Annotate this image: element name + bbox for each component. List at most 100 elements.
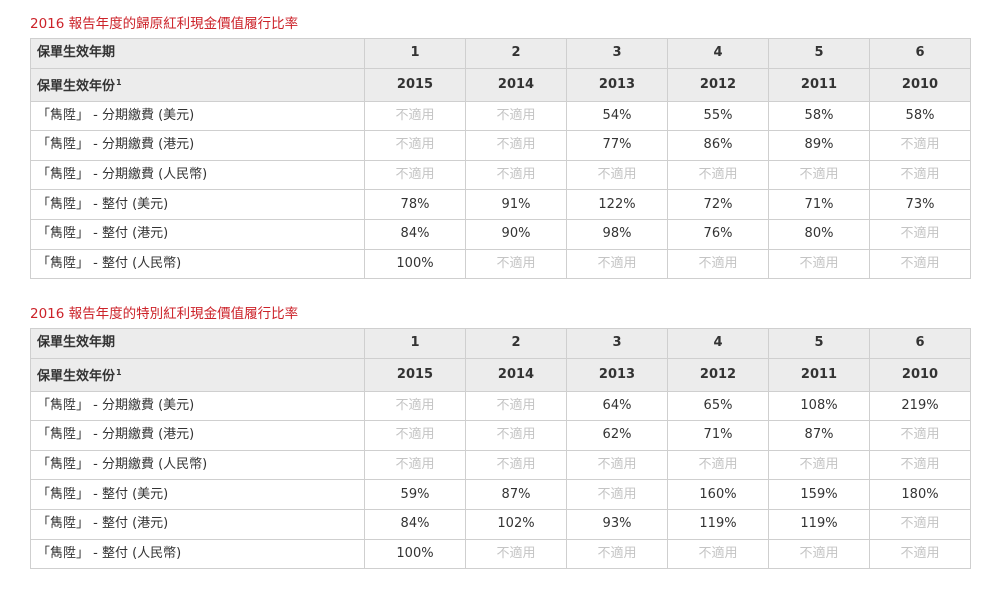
ratio-cell: 91% (465, 189, 567, 220)
row-label: 「雋陞」 - 分期繳費 (美元) (30, 100, 365, 132)
table-row: 「雋陞」 - 分期繳費 (美元) 不適用 不適用 64% 65% 108% 219% (30, 390, 971, 422)
not-applicable-cell: 不適用 (869, 248, 971, 280)
ratio-cell: 90% (465, 218, 567, 250)
fulfillment-ratio-table: 保單生效年期 1 2 3 4 5 6 保單生效年份1 2015 2014 2013 2012 2011 2… (30, 38, 971, 280)
ratio-cell: 102% (465, 508, 567, 540)
header-label-text: 保單生效年份 (37, 368, 116, 384)
not-applicable-cell: 不適用 (364, 390, 466, 422)
ratio-cell: 100% (364, 248, 466, 280)
ratio-cell: 62% (566, 420, 668, 451)
ratio-cell: 180% (869, 479, 971, 510)
header-cell: 2014 (465, 357, 567, 392)
ratio-cell: 159% (768, 479, 870, 510)
table-row: 「雋陞」 - 整付 (港元) 84% 102% 93% 119% 119% 不適用 (30, 508, 971, 540)
header-cell: 2014 (465, 67, 567, 102)
not-applicable-cell: 不適用 (566, 159, 668, 191)
header-cell: 2 (465, 38, 567, 69)
ratio-cell: 98% (566, 218, 668, 250)
header-cell: 2 (465, 328, 567, 359)
ratio-cell: 55% (667, 100, 769, 132)
ratio-cell: 122% (566, 189, 668, 220)
not-applicable-cell: 不適用 (566, 479, 668, 510)
ratio-cell: 59% (364, 479, 466, 510)
not-applicable-cell: 不適用 (869, 449, 971, 481)
row-label: 「雋陞」 - 整付 (美元) (30, 189, 365, 220)
not-applicable-cell: 不適用 (465, 130, 567, 161)
not-applicable-cell: 不適用 (364, 449, 466, 481)
row-label: 「雋陞」 - 整付 (港元) (30, 218, 365, 250)
bonus-section-reversionary: 2016 報告年度的歸原紅利現金價值履行比率 保單生效年期 1 2 3 4 5 6 保單生效年… (30, 14, 971, 280)
header-cell: 5 (768, 38, 870, 69)
ratio-cell: 84% (364, 508, 466, 540)
not-applicable-cell: 不適用 (364, 420, 466, 451)
header-cell: 5 (768, 328, 870, 359)
ratio-cell: 65% (667, 390, 769, 422)
ratio-cell: 87% (768, 420, 870, 451)
not-applicable-cell: 不適用 (465, 159, 567, 191)
header-cell: 2013 (566, 357, 668, 392)
ratio-cell: 160% (667, 479, 769, 510)
not-applicable-cell: 不適用 (566, 538, 668, 570)
not-applicable-cell: 不適用 (465, 390, 567, 422)
header-row-policy-year: 保單生效年期 1 2 3 4 5 6 (30, 38, 971, 69)
header-row-issue-year: 保單生效年份1 2015 2014 2013 2012 2011 2010 (30, 357, 971, 392)
not-applicable-cell: 不適用 (566, 449, 668, 481)
ratio-cell: 86% (667, 130, 769, 161)
ratio-cell: 76% (667, 218, 769, 250)
not-applicable-cell: 不適用 (667, 538, 769, 570)
row-label: 「雋陞」 - 分期繳費 (港元) (30, 420, 365, 451)
not-applicable-cell: 不適用 (869, 538, 971, 570)
section-title: 2016 報告年度的歸原紅利現金價值履行比率 (30, 16, 299, 32)
ratio-cell: 119% (667, 508, 769, 540)
not-applicable-cell: 不適用 (768, 538, 870, 570)
ratio-cell: 219% (869, 390, 971, 422)
not-applicable-cell: 不適用 (465, 100, 567, 132)
row-label: 「雋陞」 - 分期繳費 (人民幣) (30, 159, 365, 191)
header-label: 保單生效年期 (30, 328, 365, 359)
header-cell: 2013 (566, 67, 668, 102)
header-label: 保單生效年份1 (30, 357, 365, 392)
ratio-cell: 58% (768, 100, 870, 132)
table-row: 「雋陞」 - 分期繳費 (人民幣) 不適用 不適用 不適用 不適用 不適用 不適用 (30, 449, 971, 481)
header-cell: 2015 (364, 67, 466, 102)
fulfillment-ratio-table: 保單生效年期 1 2 3 4 5 6 保單生效年份1 2015 2014 2013 2012 2011 2… (30, 328, 971, 570)
header-cell: 6 (869, 328, 971, 359)
ratio-cell: 100% (364, 538, 466, 570)
ratio-cell: 87% (465, 479, 567, 510)
row-label: 「雋陞」 - 整付 (人民幣) (30, 248, 365, 280)
table-row: 「雋陞」 - 分期繳費 (美元) 不適用 不適用 54% 55% 58% 58% (30, 100, 971, 132)
header-label-text: 保單生效年份 (37, 78, 116, 94)
header-cell: 2012 (667, 357, 769, 392)
header-cell: 2010 (869, 357, 971, 392)
not-applicable-cell: 不適用 (667, 159, 769, 191)
not-applicable-cell: 不適用 (364, 159, 466, 191)
header-row-policy-year: 保單生效年期 1 2 3 4 5 6 (30, 328, 971, 359)
ratio-cell: 71% (667, 420, 769, 451)
not-applicable-cell: 不適用 (364, 100, 466, 132)
not-applicable-cell: 不適用 (768, 159, 870, 191)
header-label-text: 保單生效年期 (37, 45, 116, 61)
table-row: 「雋陞」 - 整付 (港元) 84% 90% 98% 76% 80% 不適用 (30, 218, 971, 250)
not-applicable-cell: 不適用 (869, 420, 971, 451)
row-label: 「雋陞」 - 分期繳費 (人民幣) (30, 449, 365, 481)
ratio-cell: 54% (566, 100, 668, 132)
not-applicable-cell: 不適用 (869, 508, 971, 540)
header-label-text: 保單生效年期 (37, 335, 116, 351)
not-applicable-cell: 不適用 (768, 449, 870, 481)
ratio-cell: 119% (768, 508, 870, 540)
ratio-cell: 93% (566, 508, 668, 540)
not-applicable-cell: 不適用 (465, 420, 567, 451)
header-cell: 2010 (869, 67, 971, 102)
table-row: 「雋陞」 - 分期繳費 (港元) 不適用 不適用 77% 86% 89% 不適用 (30, 130, 971, 161)
ratio-cell: 77% (566, 130, 668, 161)
not-applicable-cell: 不適用 (768, 248, 870, 280)
not-applicable-cell: 不適用 (869, 159, 971, 191)
not-applicable-cell: 不適用 (869, 218, 971, 250)
row-label: 「雋陞」 - 分期繳費 (美元) (30, 390, 365, 422)
row-label: 「雋陞」 - 整付 (美元) (30, 479, 365, 510)
not-applicable-cell: 不適用 (465, 248, 567, 280)
not-applicable-cell: 不適用 (364, 130, 466, 161)
footnote-marker: 1 (116, 367, 122, 377)
header-cell: 4 (667, 328, 769, 359)
ratio-cell: 108% (768, 390, 870, 422)
